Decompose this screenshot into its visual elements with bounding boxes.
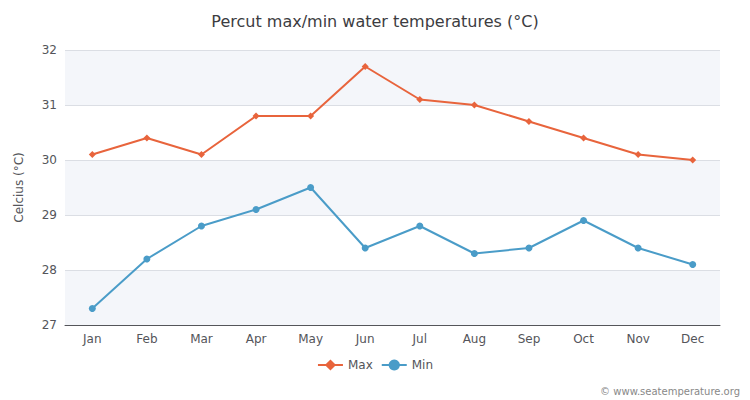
svg-text:Dec: Dec — [681, 332, 704, 346]
svg-text:Oct: Oct — [573, 332, 594, 346]
svg-text:Sep: Sep — [518, 332, 541, 346]
svg-text:29: 29 — [42, 208, 57, 222]
svg-text:May: May — [298, 332, 323, 346]
svg-text:Celcius (°C): Celcius (°C) — [12, 152, 26, 222]
svg-text:Jun: Jun — [355, 332, 375, 346]
svg-text:31: 31 — [42, 98, 57, 112]
svg-text:Jul: Jul — [412, 332, 427, 346]
svg-text:27: 27 — [42, 318, 57, 332]
svg-text:Nov: Nov — [626, 332, 649, 346]
svg-text:Feb: Feb — [136, 332, 157, 346]
svg-text:Min: Min — [412, 358, 433, 372]
svg-text:32: 32 — [42, 43, 57, 57]
svg-text:Percut max/min water temperatu: Percut max/min water temperatures (°C) — [211, 12, 538, 31]
svg-text:© www.seatemperature.org: © www.seatemperature.org — [600, 386, 740, 397]
svg-text:Jan: Jan — [82, 332, 102, 346]
svg-text:Aug: Aug — [463, 332, 486, 346]
svg-text:Apr: Apr — [246, 332, 267, 346]
svg-text:28: 28 — [42, 263, 57, 277]
svg-text:Mar: Mar — [190, 332, 213, 346]
svg-text:Max: Max — [348, 358, 373, 372]
svg-text:30: 30 — [42, 153, 57, 167]
